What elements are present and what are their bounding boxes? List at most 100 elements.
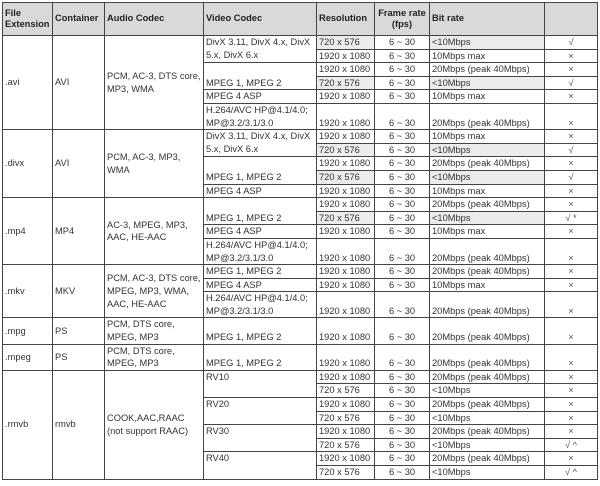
bit-rate-cell: 20Mbps (peak 40Mbps) xyxy=(429,343,545,371)
bit-rate-cell: <10Mbps xyxy=(429,142,545,158)
support-cell: × xyxy=(544,102,598,131)
resolution-cell: 1920 x 1080 xyxy=(316,129,375,144)
header-audio-codec: Audio Codec xyxy=(104,2,204,36)
audio-codec-cell: PCM, AC-3, DTS core, MPEG, MP3, WMA, AAC… xyxy=(104,264,204,319)
frame-rate-cell: 6 ~ 30 xyxy=(374,62,430,77)
frame-rate-cell: 6 ~ 30 xyxy=(374,89,430,104)
header-video-codec: Video Codec xyxy=(203,2,317,36)
video-codec-cell: MPEG 1, MPEG 2 xyxy=(203,343,317,371)
bit-rate-cell: <10Mbps xyxy=(429,383,545,399)
resolution-cell: 720 x 576 xyxy=(316,210,375,226)
support-cell: × xyxy=(544,343,598,371)
video-codec-cell: RV10 xyxy=(203,369,317,399)
resolution-cell: 1920 x 1080 xyxy=(316,424,375,439)
frame-rate-cell: 6 ~ 30 xyxy=(374,75,430,91)
resolution-cell: 720 x 576 xyxy=(316,383,375,399)
support-cell: √ ^ xyxy=(544,465,598,480)
video-codec-cell: RV20 xyxy=(203,397,317,426)
audio-codec-cell: PCM, DTS core, MPEG, MP3 xyxy=(104,317,204,345)
frame-rate-cell: 6 ~ 30 xyxy=(374,383,430,399)
frame-rate-cell: 6 ~ 30 xyxy=(374,35,430,50)
support-cell: × xyxy=(544,369,598,385)
resolution-cell: 720 x 576 xyxy=(316,35,375,50)
audio-codec-cell: AC-3, MPEG, MP3, AAC, HE-AAC xyxy=(104,197,204,266)
table-row: MPEG 4 ASP 1920 x 1080 6 ~ 30 10Mbps max × xyxy=(3,183,598,199)
frame-rate-cell: 6 ~ 30 xyxy=(374,264,430,279)
table-row: .mp4 MP4 AC-3, MPEG, MP3, AAC, HE-AAC MPEG … xyxy=(2,197,598,266)
frame-rate-cell: 6 ~ 30 xyxy=(374,156,430,171)
frame-rate-cell: 6 ~ 30 xyxy=(374,210,430,226)
resolution-cell: 1920 x 1080 xyxy=(316,89,375,104)
file-extension-cell: .rmvb xyxy=(2,369,53,480)
support-cell: × xyxy=(544,156,598,171)
support-cell: √ ^ xyxy=(544,437,598,453)
container-cell: AVI xyxy=(52,129,105,199)
support-cell: × xyxy=(544,397,598,412)
header-bit-rate: Bit rate xyxy=(429,2,545,36)
frame-rate-cell: 6 ~ 30 xyxy=(374,317,430,345)
bit-rate-cell: <10Mbps xyxy=(429,169,545,185)
support-cell: √ xyxy=(544,169,598,185)
header-resolution: Resolution xyxy=(316,2,375,36)
resolution-cell: 1920 x 1080 xyxy=(316,224,375,239)
table-row: MPEG 1, MPEG 2 1920 x 1080 6 ~ 30 20Mbps (p… xyxy=(3,62,598,91)
table-row: 720 x 576 6 ~ 30 <10Mbps √ xyxy=(3,75,598,91)
resolution-cell: 1920 x 1080 xyxy=(316,277,375,293)
bit-rate-cell: 20Mbps (peak 40Mbps) xyxy=(429,237,545,266)
file-extension-cell: .divx xyxy=(2,129,53,199)
video-codec-cell: MPEG 4 ASP xyxy=(203,183,317,199)
video-codec-cell: DivX 3.11, DivX 4.x, DivX 5.x, DivX 6.x xyxy=(203,34,317,64)
bit-rate-cell: 10Mbps max xyxy=(429,89,545,104)
bit-rate-cell: 20Mbps (peak 40Mbps) xyxy=(429,369,545,385)
bit-rate-cell: 20Mbps (peak 40Mbps) xyxy=(429,102,545,131)
bit-rate-cell: 20Mbps (peak 40Mbps) xyxy=(429,317,545,345)
video-codec-cell: H.264/AVC HP@4.1/4.0; MP@3.2/3.1/3.0 xyxy=(203,291,317,319)
video-codec-cell: MPEG 1, MPEG 2 xyxy=(203,156,317,185)
frame-rate-cell: 6 ~ 30 xyxy=(374,465,430,480)
audio-codec-cell: PCM, AC-3, MP3, WMA xyxy=(104,129,204,199)
bit-rate-cell: <10Mbps xyxy=(429,410,545,426)
resolution-cell: 1920 x 1080 xyxy=(316,237,375,266)
video-codec-cell: DivX 3.11, DivX 4.x, DivX 5.x, DivX 6.x xyxy=(203,129,317,158)
frame-rate-cell: 6 ~ 30 xyxy=(374,183,430,199)
support-cell: × xyxy=(544,264,598,279)
table-row: MPEG 1, MPEG 2 1920 x 1080 6 ~ 30 20Mbps (p… xyxy=(3,156,598,185)
frame-rate-cell: 6 ~ 30 xyxy=(374,369,430,385)
video-codec-cell: MPEG 4 ASP xyxy=(203,89,317,104)
file-extension-cell: .mpg xyxy=(2,317,53,345)
resolution-cell: 720 x 576 xyxy=(316,75,375,91)
frame-rate-cell: 6 ~ 30 xyxy=(374,197,430,212)
video-codec-cell: MPEG 1, MPEG 2 xyxy=(203,62,317,91)
header-row: File Extension Container Audio Codec Vid… xyxy=(2,2,598,36)
frame-rate-cell: 6 ~ 30 xyxy=(374,424,430,439)
video-codec-cell: MPEG 1, MPEG 2 xyxy=(203,197,317,226)
table-row: 720 x 576 6 ~ 30 <10Mbps √ * xyxy=(3,210,598,226)
audio-codec-cell: COOK,AAC,RAAC (not support RAAC) xyxy=(104,369,204,480)
audio-codec-cell: PCM, AC-3, DTS core, MP3, WMA xyxy=(104,34,204,131)
table-row: 720 x 576 6 ~ 30 <10Mbps × xyxy=(3,410,598,426)
resolution-cell: 1920 x 1080 xyxy=(316,183,375,199)
bit-rate-cell: <10Mbps xyxy=(429,465,545,480)
bit-rate-cell: <10Mbps xyxy=(429,75,545,91)
resolution-cell: 1920 x 1080 xyxy=(316,62,375,77)
support-cell: × xyxy=(544,183,598,199)
table-row: .rmvb rmvb COOK,AAC,RAAC (not support RAAC… xyxy=(2,369,598,480)
bit-rate-cell: 10Mbps max xyxy=(429,129,545,144)
table-row: 1920 x 1080 6 ~ 30 10Mbps max × xyxy=(3,48,598,64)
video-codec-cell: MPEG 4 ASP xyxy=(203,277,317,293)
video-codec-cell: H.264/AVC HP@4.1/4.0; MP@3.2/3.1/3.0 xyxy=(203,102,317,131)
bit-rate-cell: 10Mbps max xyxy=(429,183,545,199)
resolution-cell: 1920 x 1080 xyxy=(316,102,375,131)
bit-rate-cell: 20Mbps (peak 40Mbps) xyxy=(429,197,545,212)
bit-rate-cell: <10Mbps xyxy=(429,210,545,226)
resolution-cell: 720 x 576 xyxy=(316,142,375,158)
support-cell: √ xyxy=(544,35,598,50)
header-container: Container xyxy=(52,2,105,36)
resolution-cell: 1920 x 1080 xyxy=(316,451,375,466)
table-row: MPEG 4 ASP 1920 x 1080 6 ~ 30 10Mbps max × xyxy=(3,277,598,293)
support-cell: × xyxy=(544,237,598,266)
video-codec-cell: RV30 xyxy=(203,424,317,453)
frame-rate-cell: 6 ~ 30 xyxy=(374,129,430,144)
container-cell: MKV xyxy=(52,264,105,319)
bit-rate-cell: 20Mbps (peak 40Mbps) xyxy=(429,264,545,279)
